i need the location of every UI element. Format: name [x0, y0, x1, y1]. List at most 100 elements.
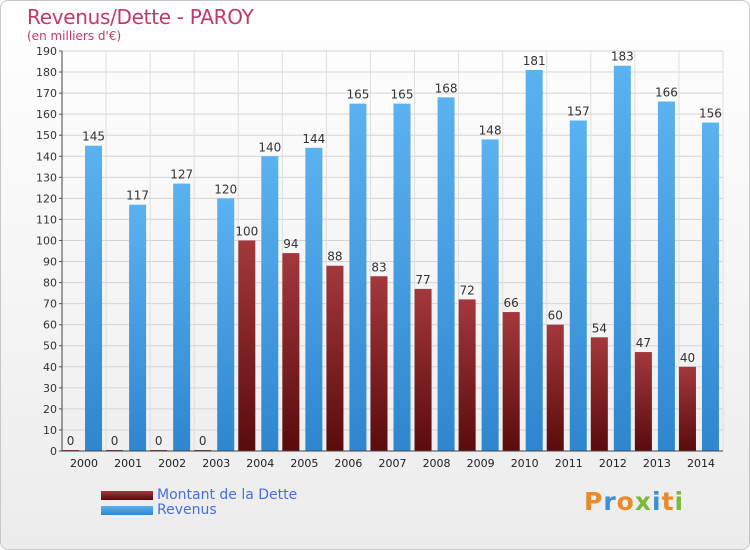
revenus-bar — [437, 97, 455, 451]
x-tick-label: 2004 — [246, 457, 274, 470]
logo-letter: r — [603, 487, 617, 516]
logo-letter: i — [652, 487, 662, 516]
revenus-value-label: 181 — [523, 54, 546, 68]
y-tick-label: 50 — [43, 340, 57, 353]
revenus-value-label: 165 — [346, 88, 369, 102]
y-tick-label: 20 — [43, 403, 57, 416]
chart-title: Revenus/Dette - PAROY — [27, 5, 254, 29]
x-tick-label: 2014 — [687, 457, 715, 470]
debt-value-label: 66 — [504, 296, 519, 310]
debt-bar — [634, 352, 652, 451]
revenus-value-label: 166 — [655, 86, 678, 100]
logo-letter: P — [584, 487, 604, 516]
revenus-bar — [525, 69, 543, 452]
x-tick-label: 2012 — [599, 457, 627, 470]
debt-value-label: 0 — [67, 434, 75, 448]
x-tick-label: 2011 — [555, 457, 583, 470]
debt-value-label: 94 — [283, 237, 298, 251]
revenus-value-label: 183 — [611, 50, 634, 64]
revenus-bar — [701, 122, 719, 451]
debt-bar — [546, 324, 564, 451]
revenus-bar — [569, 120, 587, 451]
revenus-bar — [481, 139, 499, 451]
logo-letter: o — [616, 487, 635, 516]
revenus-value-label: 120 — [214, 182, 237, 196]
debt-value-label: 100 — [235, 224, 258, 238]
y-tick-label: 140 — [36, 150, 57, 163]
debt-value-label: 60 — [548, 309, 563, 323]
y-tick-label: 80 — [43, 277, 57, 290]
revenus-value-label: 168 — [435, 81, 458, 95]
chart-subtitle: (en milliers d'€) — [27, 29, 122, 43]
y-tick-label: 120 — [36, 192, 57, 205]
x-tick-label: 2013 — [643, 457, 671, 470]
x-tick-label: 2003 — [202, 457, 230, 470]
debt-value-label: 83 — [371, 260, 386, 274]
y-tick-label: 90 — [43, 256, 57, 269]
debt-value-label: 40 — [680, 351, 695, 365]
debt-value-label: 54 — [592, 321, 607, 335]
legend-swatch-revenus — [101, 506, 153, 515]
debt-value-label: 0 — [199, 434, 207, 448]
y-tick-label: 190 — [36, 45, 57, 58]
y-tick-label: 40 — [43, 361, 57, 374]
x-tick-label: 2001 — [114, 457, 142, 470]
revenus-value-label: 156 — [699, 107, 722, 121]
x-tick-label: 2010 — [511, 457, 539, 470]
debt-bar — [326, 265, 344, 451]
y-tick-label: 60 — [43, 319, 57, 332]
revenus-bar — [129, 204, 147, 451]
revenus-value-label: 140 — [258, 140, 281, 154]
y-tick-label: 170 — [36, 87, 57, 100]
legend-swatch-debt — [101, 491, 153, 500]
revenus-value-label: 157 — [567, 104, 590, 118]
revenus-bar — [85, 145, 103, 451]
x-tick-label: 2002 — [158, 457, 186, 470]
debt-bar — [678, 366, 696, 451]
revenus-value-label: 127 — [170, 168, 193, 182]
revenus-value-label: 165 — [391, 88, 414, 102]
debt-bar — [458, 299, 476, 451]
revenus-bar — [393, 103, 411, 451]
x-tick-label: 2006 — [334, 457, 362, 470]
revenus-value-label: 117 — [126, 189, 149, 203]
revenus-value-label: 144 — [302, 132, 325, 146]
logo-letter: i — [674, 487, 685, 516]
y-tick-label: 150 — [36, 129, 57, 142]
debt-bar — [238, 240, 256, 451]
proxiti-logo: Proxiti — [584, 487, 684, 516]
x-tick-label: 2000 — [70, 457, 98, 470]
y-tick-label: 100 — [36, 234, 57, 247]
debt-bar — [282, 253, 300, 451]
x-tick-label: 2007 — [379, 457, 407, 470]
y-tick-label: 110 — [36, 213, 57, 226]
logo-letter: t — [661, 487, 675, 516]
y-tick-label: 10 — [43, 424, 57, 437]
debt-bar — [502, 312, 520, 451]
x-tick-label: 2008 — [423, 457, 451, 470]
debt-value-label: 77 — [415, 273, 430, 287]
x-tick-label: 2005 — [290, 457, 318, 470]
y-tick-label: 0 — [50, 445, 57, 458]
legend-label-debt: Montant de la Dette — [157, 487, 298, 503]
revenus-value-label: 148 — [479, 123, 502, 137]
revenus-bar — [173, 183, 191, 451]
revenus-value-label: 145 — [82, 130, 105, 144]
debt-bar — [590, 337, 608, 451]
y-tick-label: 160 — [36, 108, 57, 121]
y-tick-label: 70 — [43, 298, 57, 311]
debt-value-label: 0 — [155, 434, 163, 448]
revenus-bar — [261, 156, 279, 451]
debt-value-label: 88 — [327, 250, 342, 264]
y-tick-label: 180 — [36, 66, 57, 79]
revenus-bar — [613, 65, 631, 451]
legend-label-revenus: Revenus — [157, 502, 217, 518]
debt-bar — [414, 288, 432, 451]
debt-value-label: 72 — [459, 283, 474, 297]
x-tick-label: 2009 — [467, 457, 495, 470]
revenus-bar — [217, 198, 235, 451]
logo-letter: x — [634, 487, 652, 516]
debt-value-label: 47 — [636, 336, 651, 350]
debt-value-label: 0 — [111, 434, 119, 448]
